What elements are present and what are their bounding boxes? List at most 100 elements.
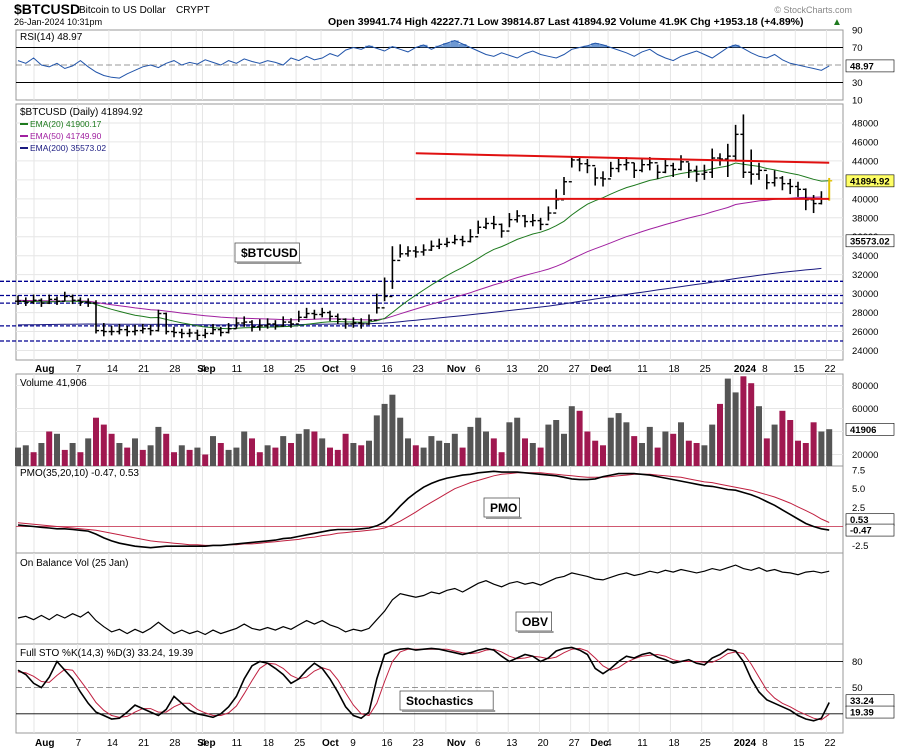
rsi-overbought-fill (435, 45, 444, 48)
chart-date: 26-Jan-2024 10:31pm (14, 17, 102, 27)
volume-bar (46, 431, 53, 466)
rsi-tick-label: 10 (852, 96, 863, 107)
price-tick-label: 40000 (852, 194, 878, 205)
volume-bar (397, 417, 404, 466)
volume-bar (600, 445, 606, 466)
volume-bar (709, 424, 716, 466)
volume-bar (85, 438, 92, 466)
price-xaxis-label: 23 (413, 364, 425, 375)
bottom-xaxis-label: 6 (475, 738, 481, 749)
volume-last-tag-label: 41906 (850, 425, 876, 436)
rsi-overbought-fill (591, 43, 600, 48)
volume-bar (576, 410, 583, 466)
price-tick-label: 28000 (852, 308, 878, 319)
volume-bar (108, 433, 115, 466)
price-xaxis-label: Aug (35, 364, 54, 375)
price-xaxis-label: 13 (506, 364, 518, 375)
volume-bar (436, 440, 443, 466)
volume-bar (490, 438, 497, 466)
volume-bar (639, 443, 645, 466)
volume-bar (155, 426, 162, 466)
rsi-tick-label: 30 (852, 78, 863, 89)
volume-bar (139, 449, 146, 466)
symbol-exchange: CRYPT (176, 5, 210, 16)
volume-bar (459, 447, 466, 466)
pmo-tick-label: 2.5 (852, 503, 865, 514)
volume-bar (795, 440, 801, 466)
rsi-overbought-fill (450, 40, 459, 48)
volume-bar (818, 431, 825, 466)
bottom-xaxis-label: Dec (590, 738, 609, 749)
price-xaxis-label: 28 (169, 364, 181, 375)
volume-bar (77, 452, 84, 466)
price-xaxis-label: 20 (537, 364, 549, 375)
volume-bar (631, 436, 638, 466)
volume-bar (233, 447, 240, 466)
volume-bar (451, 433, 458, 466)
rsi-line (17, 39, 830, 79)
volume-bar (93, 417, 99, 466)
volume-bar (514, 417, 521, 466)
ema200-line (17, 267, 822, 326)
volume-bar (194, 447, 201, 466)
bottom-xaxis-label: 27 (569, 738, 581, 749)
volume-bar (30, 452, 37, 466)
volume-bar (171, 452, 177, 466)
price-legend-item: EMA(50) 41749.90 (30, 131, 102, 141)
volume-bar (405, 438, 411, 466)
bottom-xaxis-label: Aug (35, 738, 54, 749)
volume-title: Volume 41,906 (20, 378, 87, 389)
panels-group: RSI(14) 48.97 90 70 50 30 10 48.97 $BTCUSD (Dai… (0, 26, 895, 749)
volume-tick-label: 20000 (852, 450, 878, 461)
sto-tick-label: 50 (852, 683, 863, 694)
price-xaxis-label: 8 (762, 364, 768, 375)
price-xaxis-label: 4 (200, 364, 206, 375)
bottom-xaxis-label: 14 (107, 738, 119, 749)
pmo-signal-last-tag-label: 0.53 (850, 515, 869, 526)
volume-bar (311, 431, 318, 466)
volume-tick-label: 80000 (852, 381, 878, 392)
bottom-xaxis-label: 4 (200, 738, 206, 749)
price-legend-item: EMA(20) 41900.17 (30, 119, 102, 129)
volume-bar (147, 445, 154, 466)
volume-bar (623, 422, 630, 466)
volume-bar (54, 433, 60, 466)
price-tick-label: 32000 (852, 270, 878, 281)
volume-bar (61, 449, 68, 466)
volume-bar (288, 443, 294, 466)
volume-bar (607, 417, 614, 466)
volume-bar (537, 447, 544, 466)
bottom-xaxis-label: 16 (381, 738, 393, 749)
sto-k-line (17, 646, 830, 722)
volume-bar (389, 394, 396, 466)
symbol-title: $BTCUSD (14, 1, 80, 17)
volume-bar (100, 424, 107, 466)
volume-bar (826, 429, 833, 466)
price-xaxis-label: 2024 (734, 364, 757, 375)
volume-bar (444, 443, 450, 466)
volume-bar (592, 440, 599, 466)
volume-bar (15, 447, 21, 466)
volume-bar (654, 447, 661, 466)
price-xaxis-label: Dec (590, 364, 609, 375)
pmo-tick-label: -2.5 (852, 541, 868, 552)
volume-bar (249, 438, 255, 466)
ema50-line (17, 196, 822, 321)
volume-bar (210, 436, 216, 466)
copyright-label: © StockCharts.com (774, 5, 852, 15)
bottom-xaxis-label: 20 (537, 738, 549, 749)
bottom-xaxis-label: 18 (263, 738, 275, 749)
quote-line: Open 39941.74 High 42227.71 Low 39814.87… (328, 16, 804, 28)
ema20-line (17, 162, 830, 330)
volume-bar (334, 449, 341, 466)
rsi-overbought-fill (365, 45, 373, 48)
pmo-title: PMO(35,20,10) -0.47, 0.53 (20, 468, 139, 479)
symbol-name: Bitcoin to US Dollar (79, 5, 166, 16)
volume-bar (358, 445, 365, 466)
pmo-panel-frame (15, 465, 844, 554)
rsi-title: RSI(14) 48.97 (20, 32, 83, 43)
bottom-xaxis-label: 8 (762, 738, 768, 749)
volume-bar (124, 447, 131, 466)
bottom-xaxis-label: Oct (322, 738, 339, 749)
